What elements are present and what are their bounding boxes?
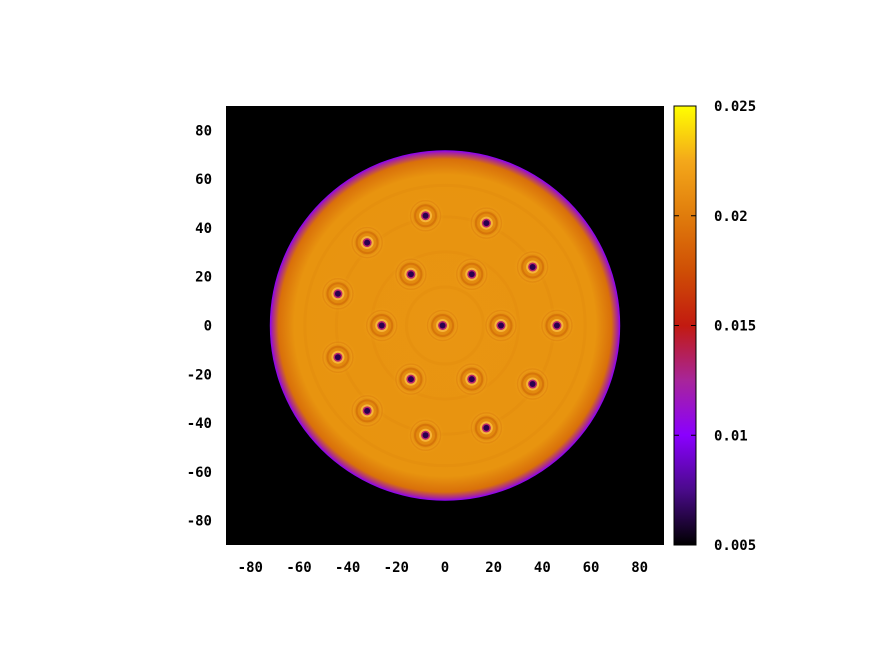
vortex [318, 338, 357, 377]
vortex [537, 306, 576, 345]
y-tick-label: -60 [187, 465, 212, 481]
colorbar: 0.025 0.02 0.015 0.01 0.005 [673, 99, 756, 554]
vortex [467, 408, 506, 447]
vortex [348, 391, 387, 430]
x-axis: -80 -60 -40 -20 0 20 40 60 80 [238, 537, 648, 576]
x-tick-label: -40 [335, 560, 360, 576]
x-tick-label: 20 [485, 560, 502, 576]
vortex [406, 416, 445, 455]
y-tick-label: 20 [195, 270, 212, 286]
vortex [452, 255, 491, 294]
plot-area [226, 106, 664, 545]
colorbar-tick-label: 0.025 [714, 99, 756, 115]
x-tick-label: -20 [384, 560, 409, 576]
x-tick-label: -80 [238, 560, 263, 576]
y-tick-label: -80 [187, 514, 212, 530]
y-tick-label: -20 [187, 367, 212, 383]
disc-ripple [303, 183, 587, 468]
vortex [362, 306, 401, 345]
x-tick-label: 0 [441, 560, 449, 576]
vortex-layer [303, 183, 587, 468]
vortex [452, 360, 491, 399]
vortex [391, 255, 430, 294]
y-tick-label: -40 [187, 416, 212, 432]
vortex [481, 306, 520, 345]
x-tick-label: 60 [583, 560, 600, 576]
x-tick-label: 80 [631, 560, 648, 576]
y-tick-label: 80 [195, 123, 212, 139]
colorbar-ticks: 0.025 0.02 0.015 0.01 0.005 [674, 99, 756, 554]
vortex [348, 223, 387, 262]
colorbar-tick-label: 0.015 [714, 319, 756, 335]
y-axis: 80 60 40 20 0 -20 -40 -60 -80 [187, 123, 234, 530]
vortex [513, 247, 552, 286]
y-tick-label: 60 [195, 172, 212, 188]
colorbar-tick-label: 0.005 [714, 538, 756, 554]
x-tick-label: 40 [534, 560, 551, 576]
y-tick-label: 0 [204, 319, 212, 335]
vortex [391, 360, 430, 399]
vortex [513, 365, 552, 404]
vortex [423, 306, 462, 345]
colorbar-tick-label: 0.02 [714, 209, 748, 225]
x-tick-label: -60 [286, 560, 311, 576]
vortex [318, 274, 357, 313]
y-tick-label: 40 [195, 221, 212, 237]
colorbar-tick-label: 0.01 [714, 428, 748, 444]
vortex [406, 196, 445, 235]
vortex [467, 204, 506, 243]
